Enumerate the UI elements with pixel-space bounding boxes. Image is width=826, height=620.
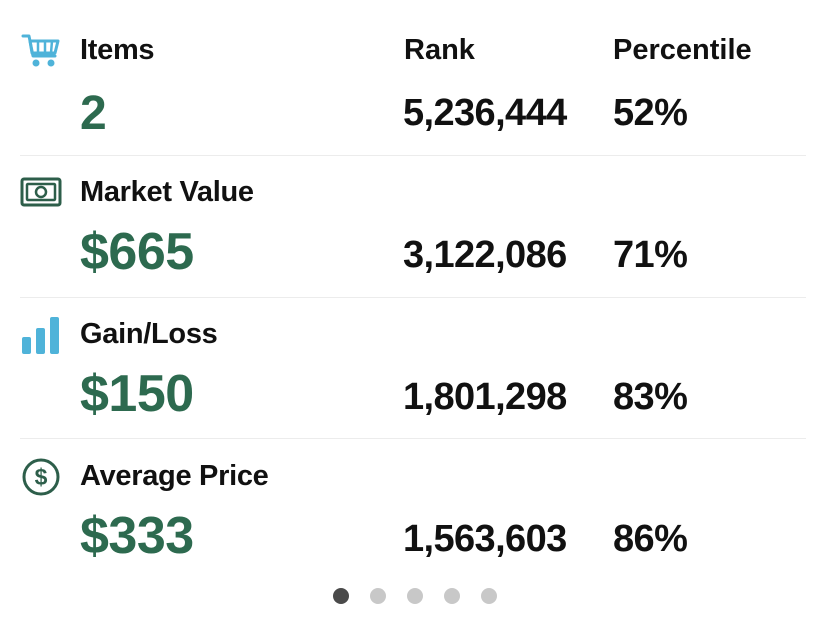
page-dot-4[interactable]: [444, 588, 460, 604]
metric-value: $150: [80, 365, 194, 423]
row-divider: [20, 438, 806, 439]
page-dot-1[interactable]: [333, 588, 349, 604]
percentile-column-header: Percentile: [613, 34, 752, 66]
metric-value: $333: [80, 507, 194, 565]
metric-label: Average Price: [80, 460, 269, 492]
page-dot-3[interactable]: [407, 588, 423, 604]
page-dot-5[interactable]: [481, 588, 497, 604]
metric-row-market-value[interactable]: Market Value $665 3,122,086 71%: [0, 156, 826, 298]
metric-row-gain-loss[interactable]: Gain/Loss $150 1,801,298 83%: [0, 298, 826, 440]
page-indicator: [0, 588, 826, 606]
rank-column-header: Rank: [404, 34, 475, 66]
metric-percentile: 71%: [613, 234, 688, 276]
shopping-cart-icon: [20, 32, 62, 70]
metric-rank: 5,236,444: [403, 92, 567, 134]
metric-label: Market Value: [80, 176, 254, 208]
metric-label: Gain/Loss: [80, 318, 218, 350]
metric-row-items[interactable]: Items Rank Percentile 2 5,236,444 52%: [0, 14, 826, 156]
row-divider: [20, 297, 806, 298]
metric-percentile: 83%: [613, 376, 688, 418]
metric-value: 2: [80, 87, 107, 140]
dollar-circle-icon: $: [20, 458, 62, 496]
metric-value: $665: [80, 223, 194, 281]
metric-label: Items: [80, 34, 155, 66]
metric-percentile: 86%: [613, 518, 688, 560]
metric-row-average-price[interactable]: $ Average Price $333 1,563,603 86%: [0, 440, 826, 582]
metric-rank: 1,801,298: [403, 376, 567, 418]
cash-bill-icon: [20, 174, 62, 212]
metric-rank: 1,563,603: [403, 518, 567, 560]
metric-percentile: 52%: [613, 92, 688, 134]
row-divider: [20, 155, 806, 156]
bar-chart-icon: [20, 316, 62, 354]
svg-text:$: $: [35, 464, 48, 490]
page-dot-2[interactable]: [370, 588, 386, 604]
metric-rank: 3,122,086: [403, 234, 567, 276]
